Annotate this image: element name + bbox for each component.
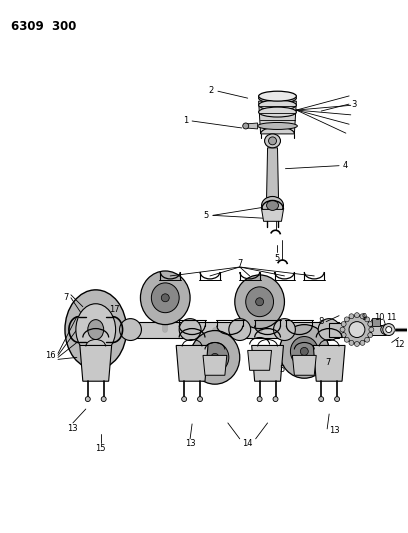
Bar	[371, 325, 386, 335]
Ellipse shape	[318, 319, 340, 341]
Ellipse shape	[201, 343, 229, 372]
Ellipse shape	[349, 321, 365, 337]
Ellipse shape	[273, 397, 278, 401]
Ellipse shape	[246, 287, 273, 317]
Text: 15: 15	[95, 444, 106, 453]
Bar	[329, 322, 351, 336]
Ellipse shape	[259, 91, 296, 101]
Ellipse shape	[140, 271, 190, 325]
Ellipse shape	[262, 197, 284, 214]
Text: 7: 7	[64, 293, 69, 302]
Polygon shape	[176, 345, 208, 381]
Ellipse shape	[381, 325, 391, 335]
Polygon shape	[246, 123, 257, 129]
Ellipse shape	[190, 330, 240, 384]
Text: 5: 5	[279, 365, 285, 374]
Ellipse shape	[360, 314, 365, 319]
Ellipse shape	[235, 275, 284, 328]
Ellipse shape	[211, 353, 219, 361]
Ellipse shape	[259, 107, 296, 117]
Ellipse shape	[355, 342, 359, 346]
Ellipse shape	[256, 298, 264, 306]
Ellipse shape	[386, 327, 392, 333]
Text: 2: 2	[208, 86, 214, 95]
Ellipse shape	[197, 397, 202, 401]
Ellipse shape	[383, 324, 395, 336]
Polygon shape	[266, 148, 279, 197]
Polygon shape	[313, 345, 345, 381]
Text: 16: 16	[45, 351, 56, 360]
Ellipse shape	[290, 336, 318, 366]
Ellipse shape	[349, 314, 354, 319]
Ellipse shape	[369, 327, 374, 332]
Text: 13: 13	[185, 439, 195, 448]
Ellipse shape	[85, 397, 90, 401]
Polygon shape	[203, 356, 227, 375]
Ellipse shape	[182, 397, 186, 401]
Text: 8: 8	[319, 317, 324, 326]
Polygon shape	[293, 356, 316, 375]
Ellipse shape	[335, 397, 339, 401]
Ellipse shape	[344, 337, 349, 342]
Ellipse shape	[268, 137, 277, 145]
Ellipse shape	[101, 397, 106, 401]
Text: 17: 17	[109, 305, 119, 314]
Text: 5: 5	[275, 254, 280, 263]
Polygon shape	[80, 345, 112, 381]
Text: 7: 7	[325, 358, 330, 367]
Text: 1: 1	[183, 117, 188, 125]
Text: 13: 13	[68, 424, 78, 433]
Bar	[372, 318, 380, 326]
Bar	[91, 321, 339, 337]
Ellipse shape	[355, 313, 359, 318]
Ellipse shape	[259, 93, 296, 103]
Ellipse shape	[266, 200, 279, 211]
Ellipse shape	[264, 134, 280, 148]
Ellipse shape	[300, 348, 308, 356]
Ellipse shape	[76, 304, 115, 356]
Ellipse shape	[365, 337, 370, 342]
Ellipse shape	[340, 327, 345, 332]
Ellipse shape	[279, 325, 329, 378]
Ellipse shape	[349, 341, 354, 345]
Ellipse shape	[273, 319, 295, 341]
Text: 14: 14	[242, 439, 253, 448]
Polygon shape	[262, 209, 284, 221]
Text: 3: 3	[351, 100, 356, 109]
Polygon shape	[248, 350, 272, 370]
Ellipse shape	[229, 319, 251, 341]
Ellipse shape	[368, 333, 373, 337]
Text: 10: 10	[374, 313, 384, 322]
Ellipse shape	[161, 294, 169, 302]
Ellipse shape	[179, 319, 201, 341]
Ellipse shape	[259, 100, 296, 110]
Text: 5: 5	[204, 211, 209, 220]
Ellipse shape	[344, 317, 349, 322]
Ellipse shape	[243, 123, 249, 129]
Ellipse shape	[365, 317, 370, 322]
Text: 9: 9	[362, 313, 367, 322]
Ellipse shape	[341, 321, 346, 327]
Text: 11: 11	[386, 313, 396, 322]
Ellipse shape	[343, 316, 371, 343]
Ellipse shape	[257, 123, 297, 130]
Text: 13: 13	[329, 426, 340, 435]
Ellipse shape	[319, 397, 324, 401]
Ellipse shape	[88, 320, 104, 340]
Polygon shape	[259, 101, 296, 134]
Ellipse shape	[360, 341, 365, 345]
Text: 4: 4	[343, 161, 348, 170]
Ellipse shape	[257, 397, 262, 401]
Ellipse shape	[120, 319, 142, 341]
Text: 6309  300: 6309 300	[11, 20, 77, 33]
Ellipse shape	[341, 333, 346, 337]
Polygon shape	[252, 345, 284, 381]
Ellipse shape	[65, 290, 126, 369]
Text: 12: 12	[394, 340, 404, 349]
Text: 7: 7	[237, 259, 242, 268]
Ellipse shape	[368, 321, 373, 327]
Ellipse shape	[151, 283, 179, 313]
